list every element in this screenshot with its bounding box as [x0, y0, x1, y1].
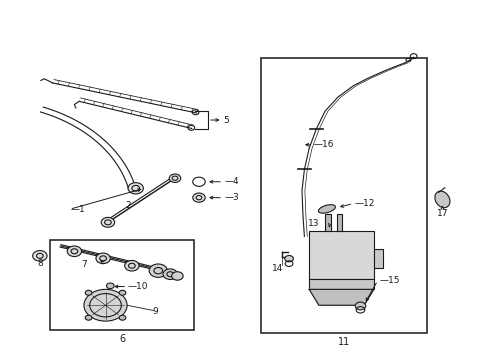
Circle shape — [171, 272, 183, 280]
Circle shape — [169, 174, 181, 183]
Text: 17: 17 — [436, 209, 447, 218]
Bar — [308, 279, 373, 289]
Text: —4: —4 — [224, 177, 239, 186]
Ellipse shape — [434, 191, 449, 208]
Text: —1: —1 — [71, 205, 85, 214]
Circle shape — [101, 217, 114, 227]
Bar — [324, 213, 330, 231]
Text: 11: 11 — [337, 337, 349, 347]
Circle shape — [119, 290, 125, 295]
Bar — [308, 231, 373, 279]
Circle shape — [106, 283, 114, 289]
Circle shape — [192, 193, 205, 202]
Text: 7: 7 — [81, 260, 87, 269]
Circle shape — [84, 289, 127, 321]
Text: 2: 2 — [125, 201, 131, 210]
Circle shape — [163, 269, 177, 279]
Circle shape — [67, 246, 81, 257]
Bar — [261, 58, 426, 333]
Text: —16: —16 — [313, 140, 334, 149]
Circle shape — [149, 264, 167, 277]
Text: —3: —3 — [224, 193, 239, 202]
Bar — [50, 240, 194, 330]
Ellipse shape — [318, 204, 335, 213]
Circle shape — [85, 290, 92, 295]
Circle shape — [284, 256, 293, 262]
Polygon shape — [308, 289, 373, 305]
Circle shape — [96, 253, 110, 264]
Text: —15: —15 — [378, 276, 399, 285]
Text: 14: 14 — [272, 264, 283, 273]
Circle shape — [85, 315, 92, 320]
Circle shape — [124, 260, 139, 271]
Text: 9: 9 — [152, 307, 158, 316]
Circle shape — [33, 251, 47, 261]
Bar — [336, 213, 342, 231]
Text: 6: 6 — [119, 334, 125, 345]
Bar — [373, 249, 383, 268]
Text: 5: 5 — [223, 116, 229, 125]
Circle shape — [354, 302, 365, 310]
Text: 13: 13 — [307, 219, 319, 228]
Circle shape — [128, 183, 143, 194]
Text: 8: 8 — [37, 260, 42, 269]
Circle shape — [119, 315, 125, 320]
Text: —12: —12 — [353, 199, 374, 208]
Text: —10: —10 — [128, 282, 148, 291]
